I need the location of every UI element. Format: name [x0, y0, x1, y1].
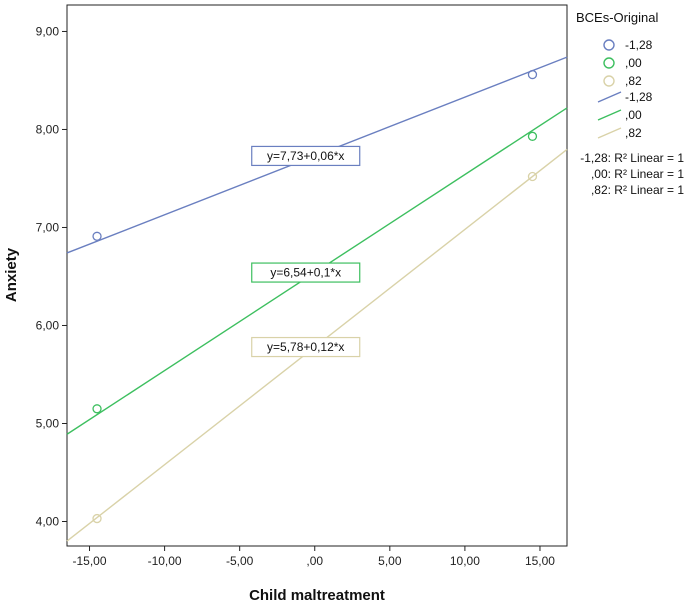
- y-tick-label: 5,00: [36, 416, 60, 430]
- x-tick-label: -10,00: [148, 554, 182, 568]
- x-tick-label: ,00: [306, 554, 323, 568]
- x-tick-label: 5,00: [378, 554, 402, 568]
- equation-text: y=6,54+0,1*x: [270, 266, 341, 280]
- legend-r2-label: -1,28: R² Linear = 1: [580, 151, 684, 165]
- x-tick-label: 15,00: [525, 554, 555, 568]
- equation-box: [251, 336, 361, 358]
- legend-line-1: [597, 109, 622, 121]
- legend-marker-label: ,82: [625, 74, 642, 88]
- legend-line-label: ,82: [625, 126, 642, 140]
- y-axis-title: Anxiety: [3, 247, 20, 302]
- data-point: [92, 231, 102, 241]
- legend-line-label: -1,28: [625, 90, 653, 104]
- y-tick-label: 6,00: [36, 318, 60, 332]
- legend-r2-label: ,00: R² Linear = 1: [591, 167, 684, 181]
- legend-title: BCEs-Original: [576, 10, 658, 25]
- data-point: [527, 69, 538, 80]
- data-point: [527, 131, 538, 141]
- y-tick-label: 8,00: [36, 122, 60, 136]
- legend-line-0: [597, 91, 622, 103]
- legend-marker-0: [603, 39, 615, 51]
- legend-marker-label: -1,28: [625, 38, 653, 52]
- x-tick-label: -5,00: [226, 554, 254, 568]
- x-tick-label: 10,00: [450, 554, 480, 568]
- y-tick-label: 7,00: [36, 220, 60, 234]
- x-tick-label: -15,00: [73, 554, 107, 568]
- y-tick-label: 4,00: [36, 514, 60, 528]
- equation-label-0: y=7,73+0,06*x: [251, 145, 361, 167]
- data-point: [92, 404, 102, 414]
- data-point: [92, 513, 102, 524]
- legend-marker-1: [603, 57, 615, 69]
- legend-line-label: ,00: [625, 108, 642, 122]
- equation-text: y=5,78+0,12*x: [267, 340, 344, 354]
- equation-box: [251, 145, 361, 167]
- data-point: [527, 171, 538, 182]
- legend-line-2: [597, 127, 622, 139]
- equation-box: [251, 262, 361, 283]
- legend: BCEs-Original -1,28 ,00 ,82 -1,28 ,00 ,82 -1,2…: [576, 10, 684, 197]
- equation-label-1: y=6,54+0,1*x: [251, 262, 361, 283]
- legend-marker-2: [603, 75, 615, 87]
- y-tick-label: 9,00: [36, 24, 60, 38]
- legend-r2-label: ,82: R² Linear = 1: [591, 183, 684, 197]
- equation-text: y=7,73+0,06*x: [267, 149, 344, 163]
- x-axis-title: Child maltreatment: [249, 587, 385, 604]
- legend-marker-label: ,00: [625, 56, 642, 70]
- equation-label-2: y=5,78+0,12*x: [251, 336, 361, 358]
